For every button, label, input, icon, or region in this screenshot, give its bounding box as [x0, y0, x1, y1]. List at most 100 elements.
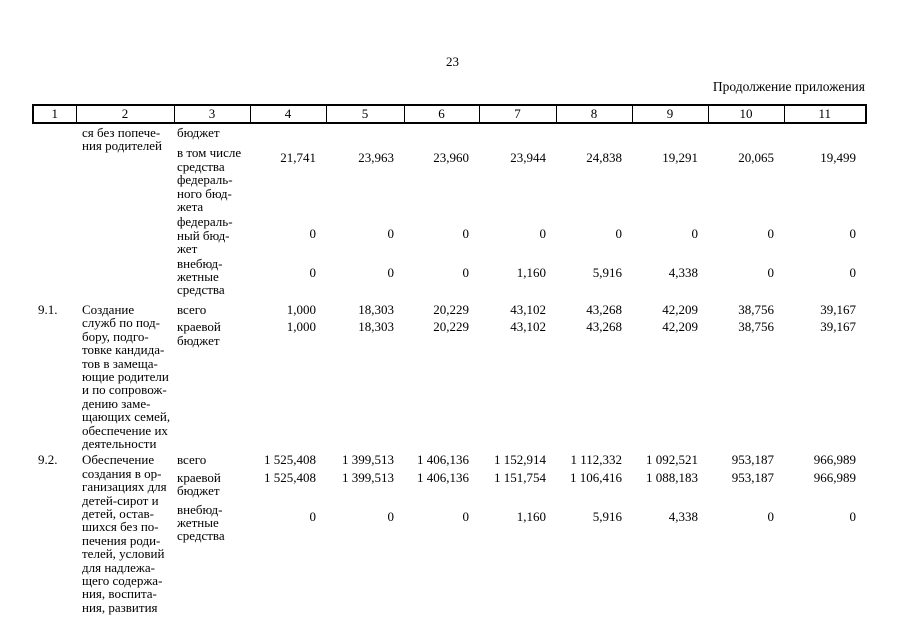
budget-type-label: внебюд- жетные средства [177, 501, 225, 544]
value-cell: 43,268 [586, 319, 622, 335]
value-cell: 42,209 [662, 301, 698, 317]
value-cell: 1,000 [286, 301, 316, 317]
column-header-10: 10 [707, 104, 785, 124]
value-cell: 23,960 [433, 150, 469, 166]
value-cell: 18,303 [358, 319, 394, 335]
value-cell: 0 [387, 226, 395, 242]
budget-type-label: бюджет [177, 125, 220, 140]
value-cell: 1 525,408 [264, 452, 316, 468]
budget-type-label: краевой бюджет [177, 469, 221, 499]
column-header-5: 5 [325, 104, 405, 124]
header-row: 1 2 3 4 5 6 7 8 9 10 11 [32, 104, 867, 124]
budget-type-label: всего [177, 452, 207, 468]
value-cell: 1 152,914 [494, 452, 546, 468]
page-number: 23 [446, 54, 459, 69]
column-header-4: 4 [249, 104, 327, 124]
value-cell: 18,303 [358, 301, 394, 317]
column-header-2: 2 [75, 104, 175, 124]
value-cell: 19,499 [820, 150, 856, 166]
value-cell: 20,229 [433, 301, 469, 317]
budget-subrow: внебюд- жетные средства 0 0 0 1,160 5,91… [173, 501, 865, 544]
value-cell: 966,989 [813, 452, 856, 468]
value-cell: 5,916 [592, 508, 622, 524]
column-header-1: 1 [32, 104, 77, 124]
budget-subrow: в том числе средства федераль- ного бюд-… [173, 146, 865, 213]
value-cell: 0 [387, 264, 395, 280]
value-cell: 4,338 [668, 508, 698, 524]
value-cell: 1,160 [516, 264, 546, 280]
budget-subrow: всего 1,000 18,303 20,229 43,102 43,268 … [173, 301, 865, 317]
value-cell: 0 [767, 264, 775, 280]
value-cell: 19,291 [662, 150, 698, 166]
value-cell: 0 [462, 264, 470, 280]
column-header-11: 11 [783, 104, 867, 124]
budget-subrow: краевой бюджет 1,000 18,303 20,229 43,10… [173, 320, 865, 347]
value-cell: 1,000 [286, 319, 316, 335]
value-cell: 23,944 [510, 150, 546, 166]
measure-name: Создание служб по под- бору, подго- товк… [82, 301, 171, 451]
value-cell: 38,756 [738, 301, 774, 317]
value-cell: 1 112,332 [570, 452, 622, 468]
budget-type-label: федераль- ный бюд- жет [177, 214, 233, 257]
budget-subrow: внебюд- жетные средства 0 0 0 1,160 5,91… [173, 255, 865, 298]
value-cell: 43,268 [586, 301, 622, 317]
value-cell: 1 092,521 [646, 452, 698, 468]
value-cell: 0 [387, 508, 395, 524]
value-cell: 1 525,408 [264, 469, 316, 485]
value-cell: 0 [462, 508, 470, 524]
value-cell: 0 [691, 226, 699, 242]
value-cell: 0 [462, 226, 470, 242]
budget-subrows: всего 1 525,408 1 399,513 1 406,136 1 15… [173, 453, 865, 614]
value-cell: 0 [767, 226, 775, 242]
value-cell: 1 406,136 [417, 469, 469, 485]
value-cell: 0 [539, 226, 547, 242]
value-cell: 43,102 [510, 301, 546, 317]
column-header-3: 3 [173, 104, 251, 124]
value-cell: 1 399,513 [342, 469, 394, 485]
value-cell: 21,741 [280, 150, 316, 166]
table-row-group-9-1: 9.1. Создание служб по под- бору, подго-… [32, 301, 865, 451]
value-cell: 966,989 [813, 469, 856, 485]
value-cell: 1 399,513 [342, 452, 394, 468]
value-cell: 20,065 [738, 150, 774, 166]
value-cell: 0 [849, 226, 857, 242]
column-header-7: 7 [478, 104, 557, 124]
value-cell: 20,229 [433, 319, 469, 335]
budget-subrows: всего 1,000 18,303 20,229 43,102 43,268 … [173, 301, 865, 450]
value-cell: 1,160 [516, 508, 546, 524]
budget-subrow: бюджет [173, 125, 865, 140]
budget-type-label: внебюд- жетные средства [177, 255, 225, 298]
value-cell: 24,838 [586, 150, 622, 166]
value-cell: 0 [767, 508, 775, 524]
value-cell: 1 106,416 [570, 469, 622, 485]
table-body: ся без попече- ния родителей бюджет в то… [32, 126, 865, 614]
table-row-group-9-2: 9.2. Обеспечение создания в ор- ганизаци… [32, 453, 865, 614]
value-cell: 38,756 [738, 319, 774, 335]
value-cell: 42,209 [662, 319, 698, 335]
budget-type-label: всего [177, 301, 207, 317]
value-cell: 39,167 [820, 319, 856, 335]
budget-subrow: федераль- ный бюд- жет 0 0 0 0 0 0 0 0 [173, 215, 865, 255]
row-number: 9.2. [38, 452, 58, 468]
budget-subrows: бюджет в том числе средства федераль- но… [173, 126, 865, 297]
value-cell: 1 151,754 [494, 469, 546, 485]
value-cell: 39,167 [820, 301, 856, 317]
column-header-9: 9 [631, 104, 709, 124]
value-cell: 0 [849, 264, 857, 280]
table-row-group-continued: ся без попече- ния родителей бюджет в то… [32, 126, 865, 297]
value-cell: 5,916 [592, 264, 622, 280]
value-cell: 0 [309, 226, 317, 242]
column-number-header-row: 1 2 3 4 5 6 7 8 9 10 11 [32, 104, 867, 124]
value-cell: 1 088,183 [646, 469, 698, 485]
value-cell: 4,338 [668, 264, 698, 280]
budget-type-label: краевой бюджет [177, 319, 221, 348]
value-cell: 0 [849, 508, 857, 524]
value-cell: 23,963 [358, 150, 394, 166]
budget-type-label: в том числе средства федераль- ного бюд-… [177, 145, 242, 215]
value-cell: 0 [309, 508, 317, 524]
value-cell: 1 406,136 [417, 452, 469, 468]
row-number: 9.1. [38, 301, 58, 317]
budget-subrow: краевой бюджет 1 525,408 1 399,513 1 406… [173, 471, 865, 498]
column-header-8: 8 [555, 104, 633, 124]
